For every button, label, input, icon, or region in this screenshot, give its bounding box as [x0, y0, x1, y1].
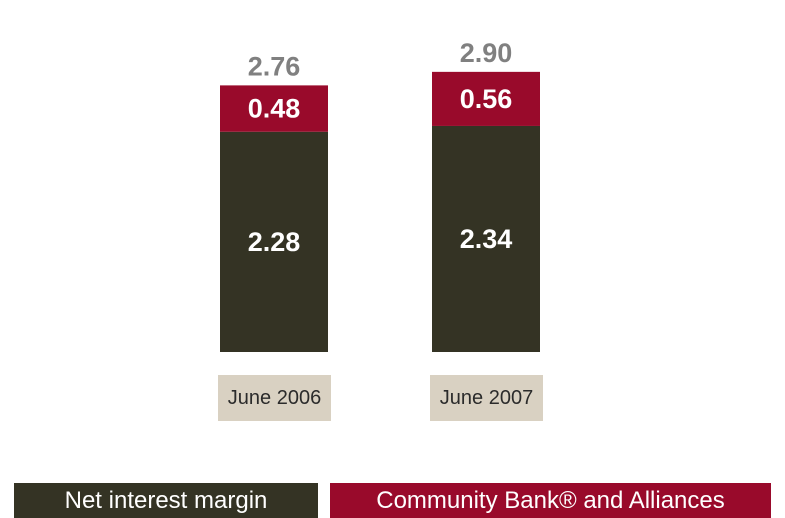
legend-community-bank-and-alliances: Community Bank® and Alliances — [330, 483, 771, 518]
total-label-june-2006: 2.76 — [248, 51, 301, 81]
value-label-net-interest-margin-june-2006: 2.28 — [248, 227, 301, 257]
category-label-june-2007: June 2007 — [430, 375, 543, 421]
bar-community-bank-june-2006 — [220, 85, 328, 132]
category-label-june-2006: June 2006 — [218, 375, 331, 421]
value-label-community-bank-june-2006: 0.48 — [248, 94, 301, 124]
bar-net-interest-margin-june-2007 — [432, 125, 540, 353]
total-label-june-2007: 2.90 — [460, 38, 513, 68]
value-label-community-bank-june-2007: 0.56 — [460, 84, 513, 114]
legend-net-interest-margin: Net interest margin — [14, 483, 318, 518]
bar-community-bank-june-2007 — [432, 71, 540, 126]
bar-net-interest-margin-june-2006 — [220, 131, 328, 352]
value-label-net-interest-margin-june-2007: 2.34 — [460, 224, 513, 254]
